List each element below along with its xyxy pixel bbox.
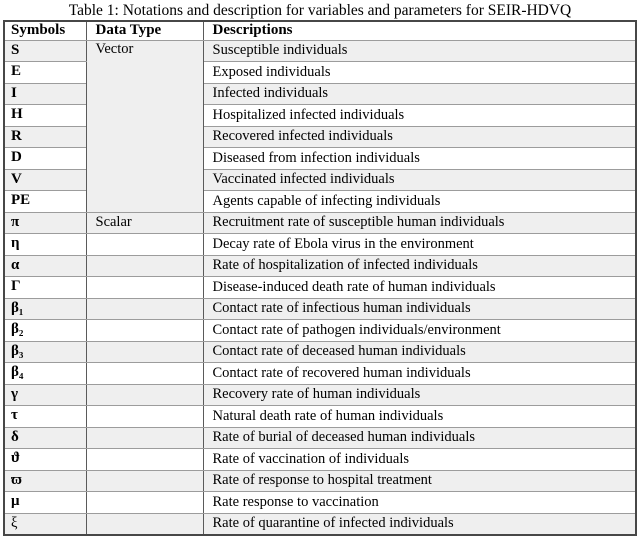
symbol-cell: ξ <box>3 512 87 535</box>
symbol-cell: β₃ <box>3 340 87 363</box>
description-cell: Rate of vaccination of individuals <box>202 448 637 471</box>
description-cell: Recovered infected individuals <box>202 125 637 148</box>
table-row: μ Rate response to vaccination <box>3 491 637 514</box>
symbol-cell: α <box>3 254 87 277</box>
table-row: β₁ Contact rate of infectious human indiv… <box>3 297 637 320</box>
description-cell: Contact rate of deceased human individua… <box>202 340 637 363</box>
table-row: ξ Rate of quarantine of infected individu… <box>3 512 637 535</box>
description-cell: Rate of hospitalization of infected indi… <box>202 254 637 277</box>
table-row: D Diseased from infection individuals <box>3 147 637 170</box>
table-row: β₃ Contact rate of deceased human individ… <box>3 340 637 363</box>
description-cell: Recruitment rate of susceptible human in… <box>202 211 637 234</box>
description-cell: Decay rate of Ebola virus in the environ… <box>202 233 637 256</box>
symbol-cell: S <box>3 39 87 62</box>
datatype-cell <box>85 233 204 256</box>
table-row: π Scalar Recruitment rate of susceptible h… <box>3 211 637 234</box>
table-row: β₄ Contact rate of recovered human indivi… <box>3 362 637 385</box>
table-row: η Decay rate of Ebola virus in the enviro… <box>3 233 637 256</box>
table-row: V Vaccinated infected individuals <box>3 168 637 191</box>
description-cell: Rate of quarantine of infected individua… <box>202 512 637 535</box>
datatype-cell <box>85 276 204 299</box>
table-row: τ Natural death rate of human individuals <box>3 405 637 428</box>
description-cell: Agents capable of infecting individuals <box>202 190 637 213</box>
datatype-cell <box>85 254 204 277</box>
table-row: Γ Disease-induced death rate of human ind… <box>3 276 637 299</box>
table-body: S Vector Susceptible individuals E Exposed i… <box>3 39 637 535</box>
table-row: α Rate of hospitalization of infected ind… <box>3 254 637 277</box>
datatype-cell <box>85 362 204 385</box>
datatype-cell <box>85 319 204 342</box>
symbol-cell: E <box>3 61 87 84</box>
symbol-cell: H <box>3 104 87 127</box>
symbol-cell: π <box>3 211 87 234</box>
symbol-cell: τ <box>3 405 87 428</box>
description-cell: Exposed individuals <box>202 61 637 84</box>
symbol-cell: β₄ <box>3 362 87 385</box>
datatype-cell <box>85 512 204 535</box>
description-cell: Recovery rate of human individuals <box>202 383 637 406</box>
datatype-vector-cell: Vector <box>85 39 204 213</box>
symbol-cell: R <box>3 125 87 148</box>
symbol-cell: δ <box>3 426 87 449</box>
header-data-type: Data Type <box>85 20 204 41</box>
symbol-cell: V <box>3 168 87 191</box>
description-cell: Susceptible individuals <box>202 39 637 62</box>
table-caption: Table 1: Notations and description for v… <box>68 2 572 19</box>
datatype-cell <box>85 491 204 514</box>
description-cell: Infected individuals <box>202 82 637 105</box>
table-row: ϖ Rate of response to hospital treatment <box>3 469 637 492</box>
symbol-cell: γ <box>3 383 87 406</box>
header-descriptions: Descriptions <box>202 20 637 41</box>
description-cell: Contact rate of infectious human individ… <box>202 297 637 320</box>
table-row: R Recovered infected individuals <box>3 125 637 148</box>
description-cell: Hospitalized infected individuals <box>202 104 637 127</box>
header-symbols: Symbols <box>3 20 87 41</box>
description-cell: Vaccinated infected individuals <box>202 168 637 191</box>
table-row: ϑ Rate of vaccination of individuals <box>3 448 637 471</box>
symbol-cell: I <box>3 82 87 105</box>
symbol-cell: β₁ <box>3 297 87 320</box>
table-row: E Exposed individuals <box>3 61 637 84</box>
datatype-scalar-cell: Scalar <box>85 211 204 234</box>
table-row: PE Agents capable of infecting individual… <box>3 190 637 213</box>
table-header: Symbols Data Type Descriptions <box>3 20 637 41</box>
notation-table: Symbols Data Type Descriptions S Vector Su… <box>3 20 637 536</box>
table-row: H Hospitalized infected individuals <box>3 104 637 127</box>
description-cell: Rate of burial of deceased human individ… <box>202 426 637 449</box>
table-row: I Infected individuals <box>3 82 637 105</box>
datatype-cell <box>85 340 204 363</box>
description-cell: Contact rate of recovered human individu… <box>202 362 637 385</box>
symbol-cell: ϖ <box>3 469 87 492</box>
symbol-cell: β₂ <box>3 319 87 342</box>
symbol-cell: D <box>3 147 87 170</box>
datatype-cell <box>85 426 204 449</box>
symbol-cell: η <box>3 233 87 256</box>
datatype-cell <box>85 297 204 320</box>
datatype-cell <box>85 469 204 492</box>
symbol-cell: μ <box>3 491 87 514</box>
table-row: δ Rate of burial of deceased human indivi… <box>3 426 637 449</box>
datatype-cell <box>85 448 204 471</box>
table-row: S Vector Susceptible individuals <box>3 39 637 213</box>
description-cell: Contact rate of pathogen individuals/env… <box>202 319 637 342</box>
symbol-cell: ϑ <box>3 448 87 471</box>
datatype-cell <box>85 405 204 428</box>
description-cell: Natural death rate of human individuals <box>202 405 637 428</box>
description-cell: Rate response to vaccination <box>202 491 637 514</box>
header-row: Symbols Data Type Descriptions <box>3 20 637 41</box>
datatype-cell <box>85 383 204 406</box>
description-cell: Diseased from infection individuals <box>202 147 637 170</box>
description-cell: Rate of response to hospital treatment <box>202 469 637 492</box>
description-cell: Disease-induced death rate of human indi… <box>202 276 637 299</box>
table-row: β₂ Contact rate of pathogen individuals/e… <box>3 319 637 342</box>
symbol-cell: Γ <box>3 276 87 299</box>
table-row: γ Recovery rate of human individuals <box>3 383 637 406</box>
symbol-cell: PE <box>3 190 87 213</box>
